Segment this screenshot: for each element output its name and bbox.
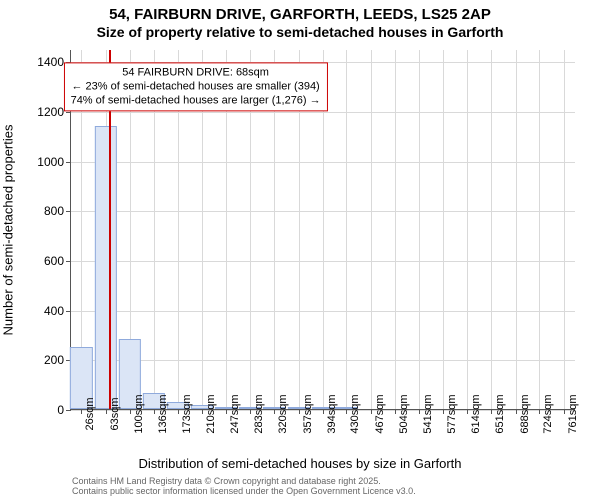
x-tick-label: 173sqm	[181, 394, 193, 433]
y-tick-label: 600	[24, 254, 64, 268]
x-tick-mark	[250, 409, 251, 414]
histogram-bar	[95, 126, 117, 409]
x-tick-mark	[443, 409, 444, 414]
x-tick-mark	[395, 409, 396, 414]
x-tick-label: 283sqm	[253, 394, 265, 433]
chart-container: { "titles": { "line1": "54, FAIRBURN DRI…	[0, 0, 600, 500]
x-tick-mark	[346, 409, 347, 414]
x-tick-mark	[154, 409, 155, 414]
x-tick-label: 136sqm	[157, 394, 169, 433]
x-tick-mark	[539, 409, 540, 414]
y-tick-mark	[66, 311, 71, 312]
x-tick-label: 26sqm	[84, 397, 96, 430]
y-tick-label: 1200	[24, 105, 64, 119]
x-tick-mark	[274, 409, 275, 414]
y-tick-label: 400	[24, 304, 64, 318]
x-tick-label: 614sqm	[470, 394, 482, 433]
x-tick-label: 724sqm	[542, 394, 554, 433]
x-tick-mark	[226, 409, 227, 414]
x-tick-mark	[130, 409, 131, 414]
x-tick-mark	[81, 409, 82, 414]
annotation-box: 54 FAIRBURN DRIVE: 68sqm← 23% of semi-de…	[64, 63, 328, 112]
y-tick-label: 1400	[24, 55, 64, 69]
annotation-line3: 74% of semi-detached houses are larger (…	[71, 94, 321, 106]
x-tick-label: 357sqm	[302, 394, 314, 433]
gridline-v	[467, 50, 468, 409]
y-tick-label: 200	[24, 353, 64, 367]
gridline-v	[346, 50, 347, 409]
attribution-line2: Contains public sector information licen…	[72, 486, 416, 496]
x-tick-label: 688sqm	[519, 394, 531, 433]
x-tick-label: 63sqm	[109, 397, 121, 430]
chart-subtitle: Size of property relative to semi-detach…	[0, 24, 600, 40]
x-tick-mark	[323, 409, 324, 414]
x-tick-mark	[371, 409, 372, 414]
attribution: Contains HM Land Registry data © Crown c…	[72, 476, 416, 497]
gridline-v	[491, 50, 492, 409]
x-tick-mark	[419, 409, 420, 414]
gridline-v	[443, 50, 444, 409]
x-tick-label: 761sqm	[567, 394, 579, 433]
x-tick-mark	[467, 409, 468, 414]
gridline-v	[516, 50, 517, 409]
x-tick-label: 210sqm	[205, 394, 217, 433]
x-tick-mark	[491, 409, 492, 414]
y-tick-mark	[66, 162, 71, 163]
y-tick-label: 800	[24, 204, 64, 218]
y-tick-mark	[66, 211, 71, 212]
x-tick-label: 100sqm	[133, 394, 145, 433]
annotation-line2: ← 23% of semi-detached houses are smalle…	[71, 80, 319, 92]
gridline-v	[564, 50, 565, 409]
x-tick-mark	[106, 409, 107, 414]
y-axis-label: Number of semi-detached properties	[1, 125, 16, 336]
y-tick-mark	[66, 261, 71, 262]
y-tick-label: 1000	[24, 155, 64, 169]
chart-title: 54, FAIRBURN DRIVE, GARFORTH, LEEDS, LS2…	[0, 6, 600, 23]
x-tick-label: 541sqm	[422, 394, 434, 433]
x-tick-label: 247sqm	[229, 394, 241, 433]
y-tick-mark	[66, 410, 71, 411]
x-tick-mark	[202, 409, 203, 414]
x-tick-mark	[516, 409, 517, 414]
attribution-line1: Contains HM Land Registry data © Crown c…	[72, 476, 381, 486]
y-tick-mark	[66, 112, 71, 113]
x-tick-label: 320sqm	[277, 394, 289, 433]
x-tick-label: 430sqm	[349, 394, 361, 433]
annotation-line1: 54 FAIRBURN DRIVE: 68sqm	[122, 67, 269, 79]
x-tick-mark	[299, 409, 300, 414]
x-tick-label: 394sqm	[326, 394, 338, 433]
y-tick-label: 0	[24, 403, 64, 417]
x-tick-label: 651sqm	[494, 394, 506, 433]
plot-area: 54 FAIRBURN DRIVE: 68sqm← 23% of semi-de…	[70, 50, 575, 410]
x-axis-label: Distribution of semi-detached houses by …	[0, 456, 600, 471]
gridline-v	[539, 50, 540, 409]
gridline-v	[371, 50, 372, 409]
x-tick-mark	[178, 409, 179, 414]
x-tick-mark	[564, 409, 565, 414]
gridline-v	[395, 50, 396, 409]
x-tick-label: 504sqm	[398, 394, 410, 433]
x-tick-label: 577sqm	[446, 394, 458, 433]
gridline-v	[419, 50, 420, 409]
x-tick-label: 467sqm	[374, 394, 386, 433]
